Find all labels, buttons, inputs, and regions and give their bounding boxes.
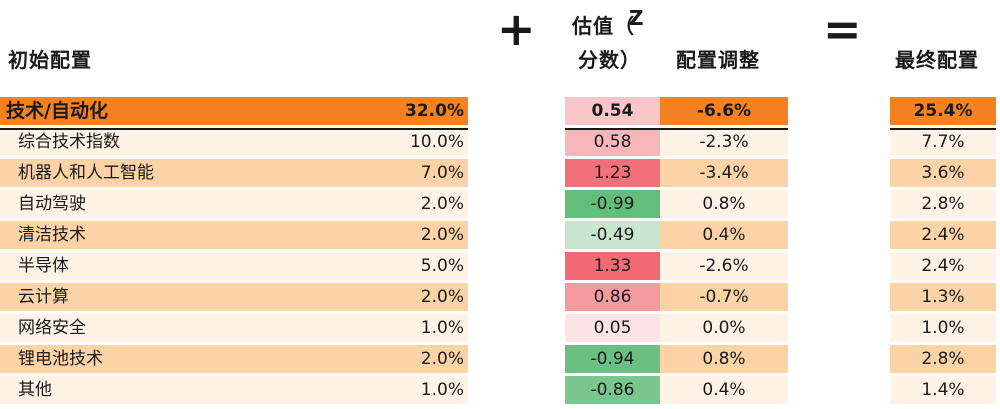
adjustment-value: -0.7% <box>660 283 788 311</box>
final-allocation-header: 最终配置 <box>895 48 979 72</box>
initial-allocation-value: 5.0% <box>380 252 468 280</box>
zscore-header-line2: 分数） <box>578 48 641 72</box>
adjustment-value: 0.4% <box>660 221 788 249</box>
initial-allocation-value: 10.0% <box>380 128 468 156</box>
row-name: 云计算 <box>0 283 380 311</box>
final-allocation-value: 2.4% <box>890 221 996 249</box>
final-allocation-value: 2.4% <box>890 252 996 280</box>
zscore-value: -0.99 <box>565 190 660 218</box>
zscore-header-z: Z <box>629 6 645 30</box>
initial-allocation-value: 7.0% <box>380 159 468 187</box>
row-name: 技术/自动化 <box>0 97 380 125</box>
row-name: 综合技术指数 <box>0 128 380 156</box>
initial-allocation-value: 1.0% <box>380 314 468 342</box>
initial-allocation-value: 2.0% <box>380 190 468 218</box>
adjustment-header: 配置调整 <box>676 48 760 72</box>
adjustment-value: 0.8% <box>660 345 788 373</box>
final-divider <box>890 128 996 130</box>
final-allocation-value: 2.8% <box>890 190 996 218</box>
adjustment-value: -6.6% <box>660 97 788 125</box>
zscore-divider <box>565 128 788 130</box>
final-allocation-value: 1.0% <box>890 314 996 342</box>
initial-allocation-value: 2.0% <box>380 283 468 311</box>
initial-allocation-header: 初始配置 <box>8 48 92 72</box>
final-allocation-value: 1.4% <box>890 376 996 404</box>
zscore-value: -0.94 <box>565 345 660 373</box>
row-name: 清洁技术 <box>0 221 380 249</box>
zscore-value: -0.86 <box>565 376 660 404</box>
row-name: 半导体 <box>0 252 380 280</box>
row-name: 其他 <box>0 376 380 404</box>
zscore-value: 0.86 <box>565 283 660 311</box>
zscore-header-line1: 估值（Z <box>572 6 645 39</box>
adjustment-value: -2.3% <box>660 128 788 156</box>
zscore-value: -0.49 <box>565 221 660 249</box>
row-name: 机器人和人工智能 <box>0 159 380 187</box>
equals-sign: = <box>823 2 862 56</box>
initial-allocation-value: 2.0% <box>380 345 468 373</box>
zscore-value: 0.58 <box>565 128 660 156</box>
initial-allocation-value: 2.0% <box>380 221 468 249</box>
zscore-value: 1.23 <box>565 159 660 187</box>
zscore-value: 0.54 <box>565 97 660 125</box>
initial-divider <box>0 128 468 130</box>
adjustment-value: 0.0% <box>660 314 788 342</box>
row-name: 自动驾驶 <box>0 190 380 218</box>
adjustment-value: 0.8% <box>660 190 788 218</box>
initial-allocation-value: 32.0% <box>380 97 468 125</box>
final-allocation-value: 3.6% <box>890 159 996 187</box>
adjustment-value: 0.4% <box>660 376 788 404</box>
row-name: 网络安全 <box>0 314 380 342</box>
final-allocation-value: 1.3% <box>890 283 996 311</box>
initial-allocation-value: 1.0% <box>380 376 468 404</box>
final-allocation-value: 25.4% <box>890 97 996 125</box>
final-allocation-value: 7.7% <box>890 128 996 156</box>
adjustment-value: -2.6% <box>660 252 788 280</box>
adjustment-value: -3.4% <box>660 159 788 187</box>
zscore-value: 1.33 <box>565 252 660 280</box>
zscore-header-text: 估值（ <box>572 14 635 38</box>
row-name: 锂电池技术 <box>0 345 380 373</box>
plus-sign: + <box>497 2 536 56</box>
zscore-value: 0.05 <box>565 314 660 342</box>
final-allocation-value: 2.8% <box>890 345 996 373</box>
